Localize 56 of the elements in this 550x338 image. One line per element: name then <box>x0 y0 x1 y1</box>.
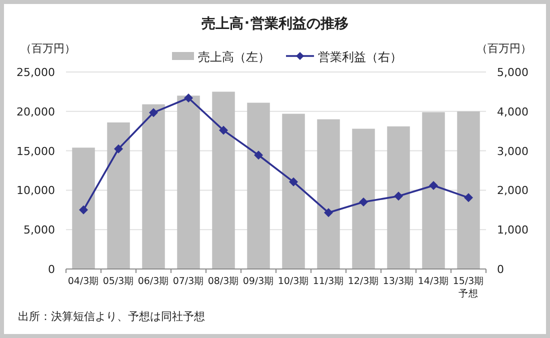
bar <box>107 122 130 269</box>
point <box>324 208 333 218</box>
x-tick-label: 07/3期 <box>172 275 204 287</box>
y-tick-label: 0 <box>48 263 55 276</box>
legend: 売上高（左） <box>172 50 270 64</box>
point <box>79 205 88 214</box>
legend: 営業利益（右） <box>286 50 402 64</box>
legend-label: 売上高（左） <box>198 50 270 64</box>
point <box>289 177 298 186</box>
x-tick-label: 04/3期 <box>68 275 100 287</box>
point <box>394 192 403 201</box>
y2-tick-label: 4,000 <box>497 105 528 118</box>
x-tick-label: 06/3期 <box>138 275 170 287</box>
y2-axis-title: （百万円） <box>476 42 532 55</box>
bar <box>457 111 480 269</box>
bar <box>212 92 235 269</box>
y2-tick-label: 5,000 <box>497 66 528 79</box>
y-tick-label: 25,000 <box>16 66 55 79</box>
y2-tick-label: 0 <box>497 263 504 276</box>
y2-tick-label: 2,000 <box>497 184 528 198</box>
x-tick-label: 13/3期 <box>382 275 414 287</box>
y2-tick-label: 1,000 <box>497 224 528 237</box>
bar <box>387 126 410 269</box>
point <box>464 193 473 202</box>
x-tick-label: 05/3期 <box>102 275 134 287</box>
bar <box>317 119 340 269</box>
bar <box>177 96 200 269</box>
y-axis-title: （百万円） <box>20 42 76 55</box>
x-tick-label: 12/3期 <box>348 275 380 287</box>
y-tick-label: 15,000 <box>16 144 55 158</box>
chart-title: 売上高･営業利益の推移 <box>202 15 348 32</box>
x-tick-label: 15/3期予想 <box>452 275 484 300</box>
y-tick-label: 5,000 <box>24 224 55 237</box>
bar <box>142 104 165 269</box>
x-tick-label: 08/3期 <box>208 275 240 287</box>
y-tick-label: 10,000 <box>16 184 55 198</box>
x-tick-label: 09/3期 <box>242 275 274 287</box>
y-tick-label: 20,000 <box>16 105 55 118</box>
point <box>149 108 158 118</box>
point <box>184 94 193 103</box>
bar <box>352 128 375 269</box>
y2-tick-label: 3,000 <box>497 144 528 158</box>
x-tick-label: 14/3期 <box>418 275 450 287</box>
bar <box>282 114 305 269</box>
bar <box>247 102 270 269</box>
x-tick-label: 11/3期 <box>312 275 344 287</box>
point <box>219 126 228 135</box>
point <box>429 180 438 190</box>
point <box>114 144 123 154</box>
point <box>254 150 263 160</box>
x-tick-label: 10/3期 <box>278 275 310 287</box>
legend-label: 営業利益（右） <box>318 50 402 64</box>
point <box>359 198 368 207</box>
bar <box>72 148 95 269</box>
bar <box>422 112 445 269</box>
text: 出所：決算短信より、予想は同社予想 <box>18 310 205 323</box>
